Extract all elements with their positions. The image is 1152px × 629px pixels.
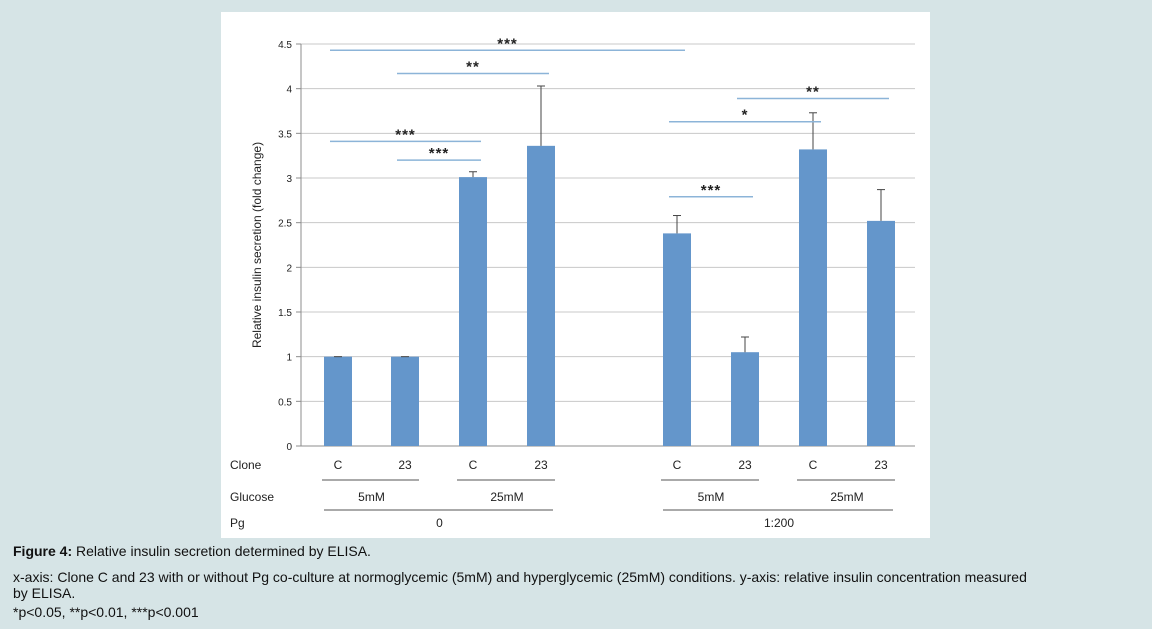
figure-caption-line-1: x-axis: Clone C and 23 with or without P… [13,569,1027,585]
figure-caption-significance: *p<0.05, **p<0.01, ***p<0.001 [13,604,199,620]
y-tick-label: 2 [286,263,292,274]
bar [391,356,419,446]
x-group-label-pg: 1:200 [764,516,794,530]
significance-label: ** [466,58,480,75]
y-tick-label: 4 [286,85,292,96]
significance-label: ** [806,83,820,100]
row-label-glucose: Glucose [230,490,274,504]
y-tick-label: 0.5 [278,397,292,408]
bar [663,233,691,446]
figure-panel: 0 0.5 1 1.5 2 2.5 3 3.5 4 4.5 Relative insulin sec… [221,12,930,538]
y-tick-label: 3 [286,174,292,185]
figure-caption-title-line: Figure 4: Relative insulin secretion det… [13,543,371,559]
y-tick-label: 1 [286,353,292,364]
row-label-pg: Pg [230,516,245,530]
significance-label: *** [497,35,518,52]
y-axis-label: Relative insulin secretion (fold change) [250,142,264,348]
bar [799,149,827,446]
y-tick-label: 1.5 [278,308,292,319]
bar [527,145,555,446]
y-tick-label: 4.5 [278,40,292,51]
x-tick-label-clone: C [673,458,682,472]
x-tick-label-clone: 23 [874,458,888,472]
bar [459,177,487,446]
x-group-label-glucose: 25mM [830,490,863,504]
x-tick-label-clone: C [334,458,343,472]
x-group-label-glucose: 5mM [698,490,725,504]
figure-caption-title: Figure 4: [13,543,73,559]
bar [731,352,759,446]
y-tick-label: 0 [286,442,292,453]
bar [324,356,352,446]
figure-caption-title-text: Relative insulin secretion determined by… [72,543,371,559]
significance-label: *** [429,145,450,162]
bar [867,220,895,446]
x-group-label-pg: 0 [436,516,443,530]
x-group-label-glucose: 5mM [358,490,385,504]
x-tick-label-clone: 23 [534,458,548,472]
y-tick-label: 2.5 [278,219,292,230]
y-tick-label: 3.5 [278,129,292,140]
x-tick-label-clone: C [469,458,478,472]
bar-chart: 0 0.5 1 1.5 2 2.5 3 3.5 4 4.5 Relative insulin sec… [230,35,915,530]
x-group-label-glucose: 25mM [490,490,523,504]
significance-label: *** [701,182,722,199]
figure-caption-line-2: by ELISA. [13,585,76,601]
x-tick-label-clone: 23 [738,458,752,472]
significance-label: *** [395,126,416,143]
x-tick-label-clone: 23 [398,458,412,472]
significance-label: * [742,107,749,124]
x-tick-label-clone: C [809,458,818,472]
row-label-clone: Clone [230,458,262,472]
